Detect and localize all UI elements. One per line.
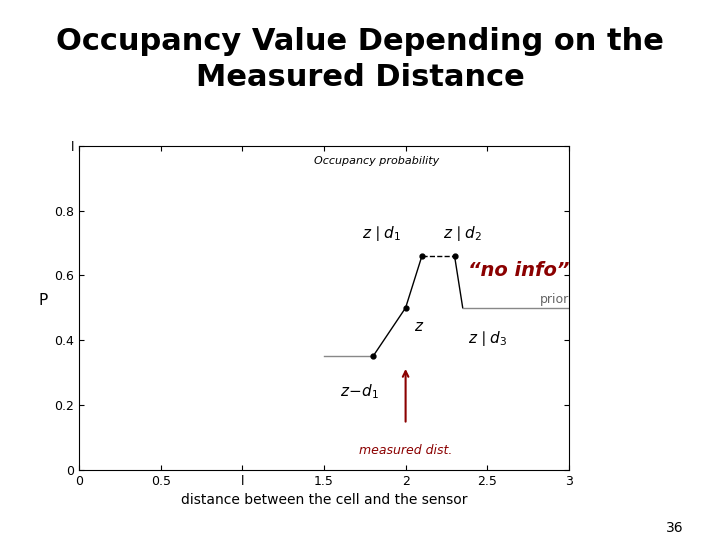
Text: $z\!-\!d_1$: $z\!-\!d_1$ xyxy=(341,382,379,401)
Text: Occupancy probability: Occupancy probability xyxy=(314,156,439,166)
Text: “no info”: “no info” xyxy=(467,261,569,280)
Text: $z \mid d_2$: $z \mid d_2$ xyxy=(443,224,482,243)
Y-axis label: P: P xyxy=(39,293,48,308)
Text: $z \mid d_3$: $z \mid d_3$ xyxy=(467,329,507,348)
Text: Occupancy Value Depending on the
Measured Distance: Occupancy Value Depending on the Measure… xyxy=(56,27,664,92)
X-axis label: distance between the cell and the sensor: distance between the cell and the sensor xyxy=(181,493,467,507)
Text: $z \mid d_1$: $z \mid d_1$ xyxy=(361,224,401,243)
Text: $z$: $z$ xyxy=(414,319,424,334)
Text: prior: prior xyxy=(539,293,569,306)
Text: 36: 36 xyxy=(667,521,684,535)
Text: measured dist.: measured dist. xyxy=(359,444,452,457)
